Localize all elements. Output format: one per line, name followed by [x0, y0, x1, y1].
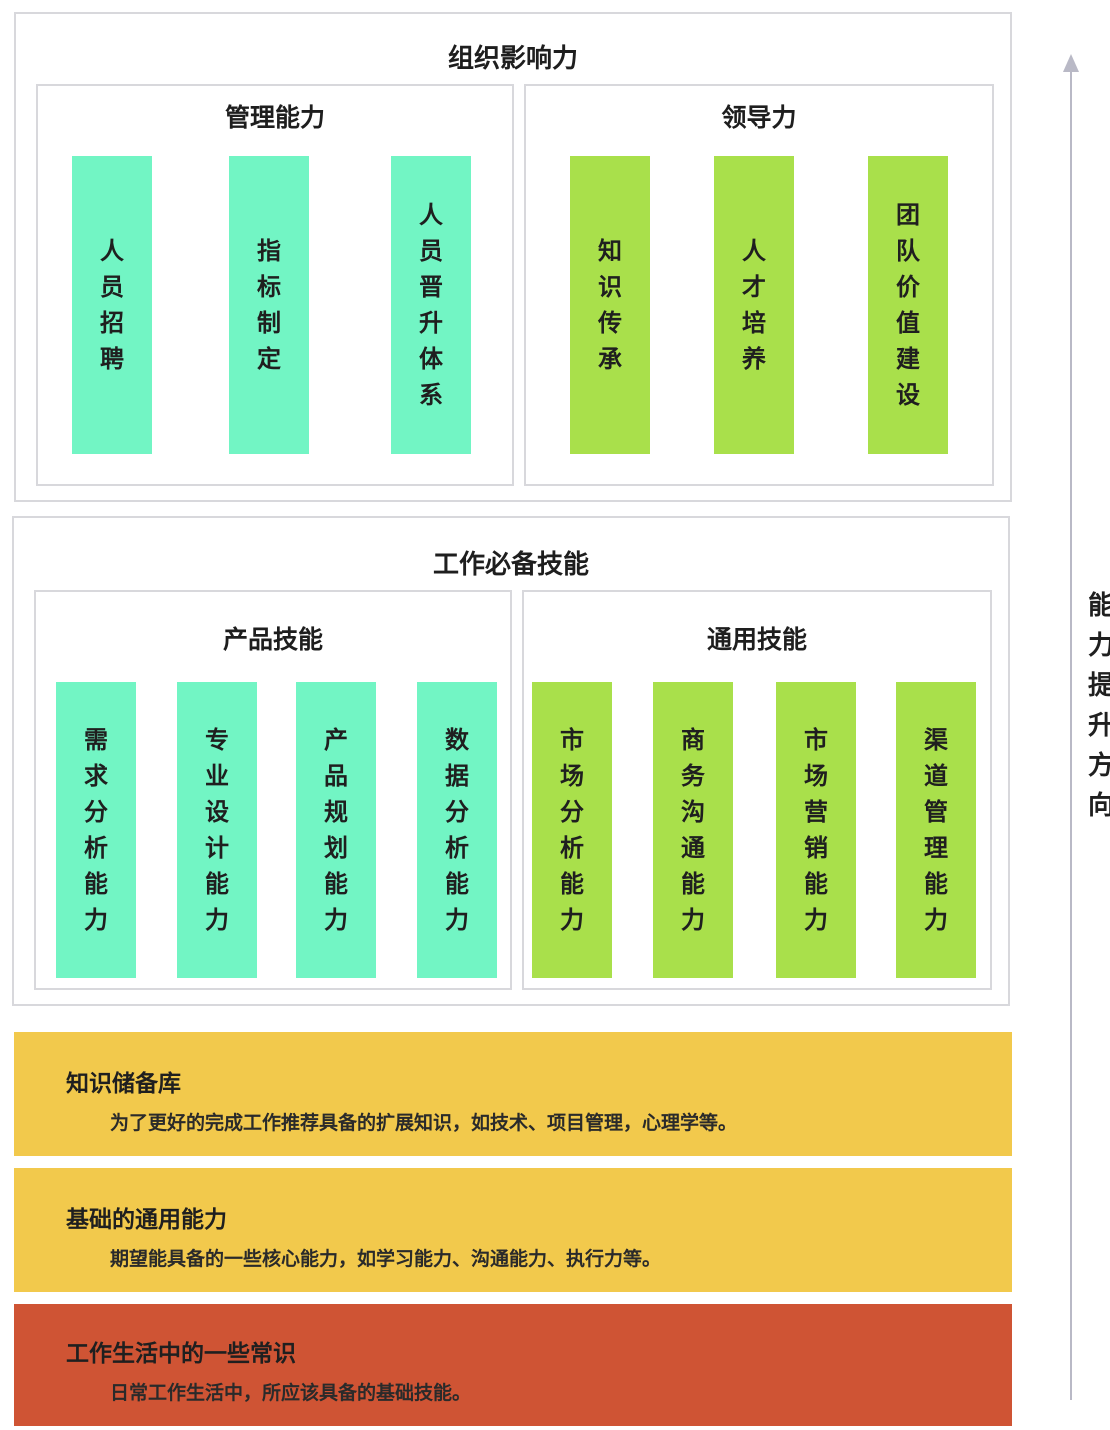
basic-ability-band: 基础的通用能力 期望能具备的一些核心能力，如学习能力、沟通能力、执行力等。: [14, 1168, 1012, 1292]
org-influence-title: 组织影响力: [447, 44, 578, 74]
general-skill-item: 市场营销能力: [776, 682, 856, 978]
leadership-title: 领导力: [721, 103, 797, 132]
management-item: 指标制定: [229, 156, 309, 454]
general-skills-group: 通用技能 市场分析能力 商务沟通能力 市场营销能力 渠道管理能力: [522, 590, 992, 990]
general-skill-item: 渠道管理能力: [896, 682, 976, 978]
work-skills-title: 工作必备技能: [432, 550, 589, 580]
general-skill-item: 市场分析能力: [532, 682, 612, 978]
management-group: 管理能力 人员招聘 指标制定 人员晋升体系: [36, 84, 514, 486]
work-skills-section: 工作必备技能 产品技能 需求分析能力 专业设计能力 产品规划能力 数据分析能力 …: [12, 516, 1010, 1006]
general-skills-title: 通用技能: [706, 625, 807, 654]
leadership-item: 知识传承: [570, 156, 650, 454]
product-skill-item: 产品规划能力: [296, 682, 376, 978]
management-item: 人员晋升体系: [391, 156, 471, 454]
leadership-group: 领导力 知识传承 人才培养 团队价值建设: [524, 84, 994, 486]
leadership-item: 人才培养: [714, 156, 794, 454]
product-skill-item: 专业设计能力: [177, 682, 257, 978]
leadership-item: 团队价值建设: [868, 156, 948, 454]
product-skill-item: 数据分析能力: [417, 682, 497, 978]
common-sense-band: 工作生活中的一些常识 日常工作生活中，所应该具备的基础技能。: [14, 1304, 1012, 1426]
knowledge-band-desc: 为了更好的完成工作推荐具备的扩展知识，如技术、项目管理，心理学等。: [110, 1112, 738, 1134]
management-title: 管理能力: [224, 103, 325, 132]
basic-ability-band-title: 基础的通用能力: [66, 1207, 227, 1233]
upward-arrow-line: [1070, 64, 1072, 1400]
basic-ability-band-desc: 期望能具备的一些核心能力，如学习能力、沟通能力、执行力等。: [110, 1248, 662, 1270]
general-skill-item: 商务沟通能力: [653, 682, 733, 978]
ability-direction-label: 能力提升方向: [1088, 591, 1110, 821]
knowledge-band: 知识储备库 为了更好的完成工作推荐具备的扩展知识，如技术、项目管理，心理学等。: [14, 1032, 1012, 1156]
product-skills-group: 产品技能 需求分析能力 专业设计能力 产品规划能力 数据分析能力: [34, 590, 512, 990]
management-item: 人员招聘: [72, 156, 152, 454]
common-sense-band-desc: 日常工作生活中，所应该具备的基础技能。: [110, 1382, 472, 1404]
product-skill-item: 需求分析能力: [56, 682, 136, 978]
knowledge-band-title: 知识储备库: [66, 1071, 181, 1097]
arrow-up-icon: [1063, 54, 1079, 72]
common-sense-band-title: 工作生活中的一些常识: [66, 1341, 296, 1367]
org-influence-section: 组织影响力 管理能力 人员招聘 指标制定 人员晋升体系 领导力 知识传承 人才培…: [14, 12, 1012, 502]
product-skills-title: 产品技能: [222, 625, 323, 654]
